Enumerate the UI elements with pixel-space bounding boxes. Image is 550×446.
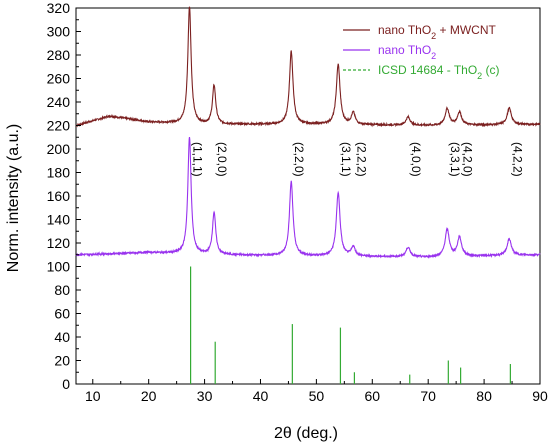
y-tick-label: 100 xyxy=(47,259,71,275)
hkl-label-6: (4,0,0) xyxy=(409,142,423,177)
x-tick-label: 20 xyxy=(141,388,157,404)
x-tick-label: 10 xyxy=(85,388,101,404)
y-tick-label: 120 xyxy=(47,235,71,251)
y-tick-label: 220 xyxy=(47,118,71,134)
legend-entry-2: nano ThO2 xyxy=(378,43,436,61)
y-tick-label: 280 xyxy=(47,47,71,63)
y-tick-label: 320 xyxy=(47,0,71,16)
x-tick-label: 80 xyxy=(476,388,492,404)
hkl-label-1: (1,1,1) xyxy=(190,142,204,177)
x-tick-label: 40 xyxy=(253,388,269,404)
y-tick-label: 0 xyxy=(62,376,70,392)
y-tick-label: 160 xyxy=(47,188,71,204)
plot-area: (1,1,1) (2,0,0) (2,2,0) (3,1,1) (2,2,2) (4,0,… xyxy=(75,6,541,385)
hkl-label-2: (2,0,0) xyxy=(215,142,229,177)
x-tick-label: 90 xyxy=(532,388,548,404)
hkl-label-7: (3,3,1) xyxy=(448,142,462,177)
y-axis: 0 20 40 60 80 100 120 140 160 180 200 220 240 260 280 3… xyxy=(47,0,81,392)
y-tick-label: 240 xyxy=(47,94,71,110)
legend: nano ThO2 + MWCNT nano ThO2 ICSD 14684 - T… xyxy=(343,23,500,81)
series-line-1 xyxy=(75,6,541,128)
x-tick-label: 30 xyxy=(197,388,213,404)
y-tick-label: 80 xyxy=(54,282,70,298)
y-axis-title: Norm. intensity (a.u.) xyxy=(5,124,22,272)
y-tick-label: 20 xyxy=(54,353,70,369)
y-tick-label: 180 xyxy=(47,165,71,181)
x-axis: 10 20 30 40 50 60 70 80 90 xyxy=(85,379,548,404)
y-tick-label: 200 xyxy=(47,141,71,157)
hkl-label-9: (4,2,2) xyxy=(510,142,524,177)
legend-entry-3: ICSD 14684 - ThO2 (c) xyxy=(378,63,500,81)
y-tick-label: 260 xyxy=(47,71,71,87)
series-line-2 xyxy=(75,136,541,259)
hkl-label-5: (2,2,2) xyxy=(354,142,368,177)
hkl-label-8: (4,2,0) xyxy=(460,142,474,177)
x-tick-label: 50 xyxy=(309,388,325,404)
y-tick-label: 60 xyxy=(54,306,70,322)
hkl-label-4: (3,1,1) xyxy=(339,142,353,177)
y-tick-label: 40 xyxy=(54,329,70,345)
y-tick-label: 140 xyxy=(47,212,71,228)
x-axis-title: 2θ (deg.) xyxy=(274,425,338,442)
x-tick-label: 60 xyxy=(365,388,381,404)
y-tick-label: 300 xyxy=(47,24,71,40)
hkl-label-3: (2,2,0) xyxy=(292,142,306,177)
x-tick-label: 70 xyxy=(420,388,436,404)
legend-entry-1: nano ThO2 + MWCNT xyxy=(378,23,497,41)
